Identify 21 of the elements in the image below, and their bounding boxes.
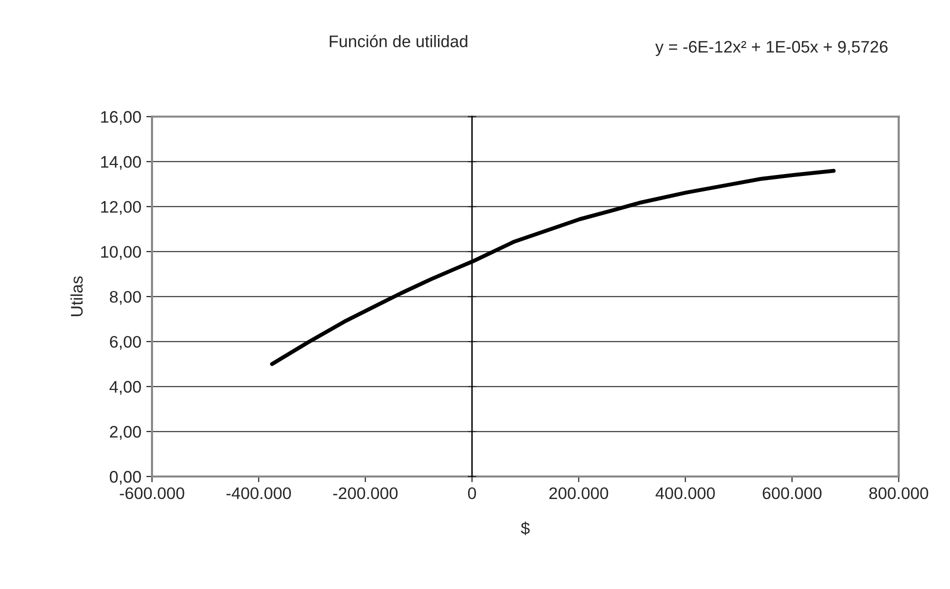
y-tick-label: 14,00 — [101, 156, 141, 170]
text: y = -6E-12x² + 1E-05x + 9,5726 — [655, 40, 888, 56]
x-tick-label: -400.000 — [226, 487, 291, 500]
x-tick-label: 600.000 — [762, 487, 822, 500]
y-tick-label: 10,00 — [101, 246, 141, 260]
y-axis-title: Utilas — [70, 276, 83, 316]
x-axis-title: $ — [520, 522, 530, 536]
x-tick-label: 200.000 — [549, 487, 608, 500]
y-tick-label: 16,00 — [101, 111, 141, 125]
y-tick-label: 2,00 — [110, 426, 141, 440]
y-tick-label: 6,00 — [110, 336, 141, 350]
y-tick-label: 0,00 — [110, 470, 141, 485]
chart-title: Función de utilidad — [330, 34, 468, 48]
x-tick-label: -200.000 — [333, 487, 398, 500]
x-tick-label: 400.000 — [656, 487, 715, 500]
y-tick-label: 4,00 — [110, 380, 141, 395]
x-tick-label: 0 — [468, 487, 476, 500]
x-tick-label: 800.000 — [869, 487, 928, 500]
x-tick-label: -600.000 — [120, 487, 184, 500]
y-tick-label: 12,00 — [101, 200, 141, 215]
y-tick-label: 8,00 — [110, 290, 141, 305]
